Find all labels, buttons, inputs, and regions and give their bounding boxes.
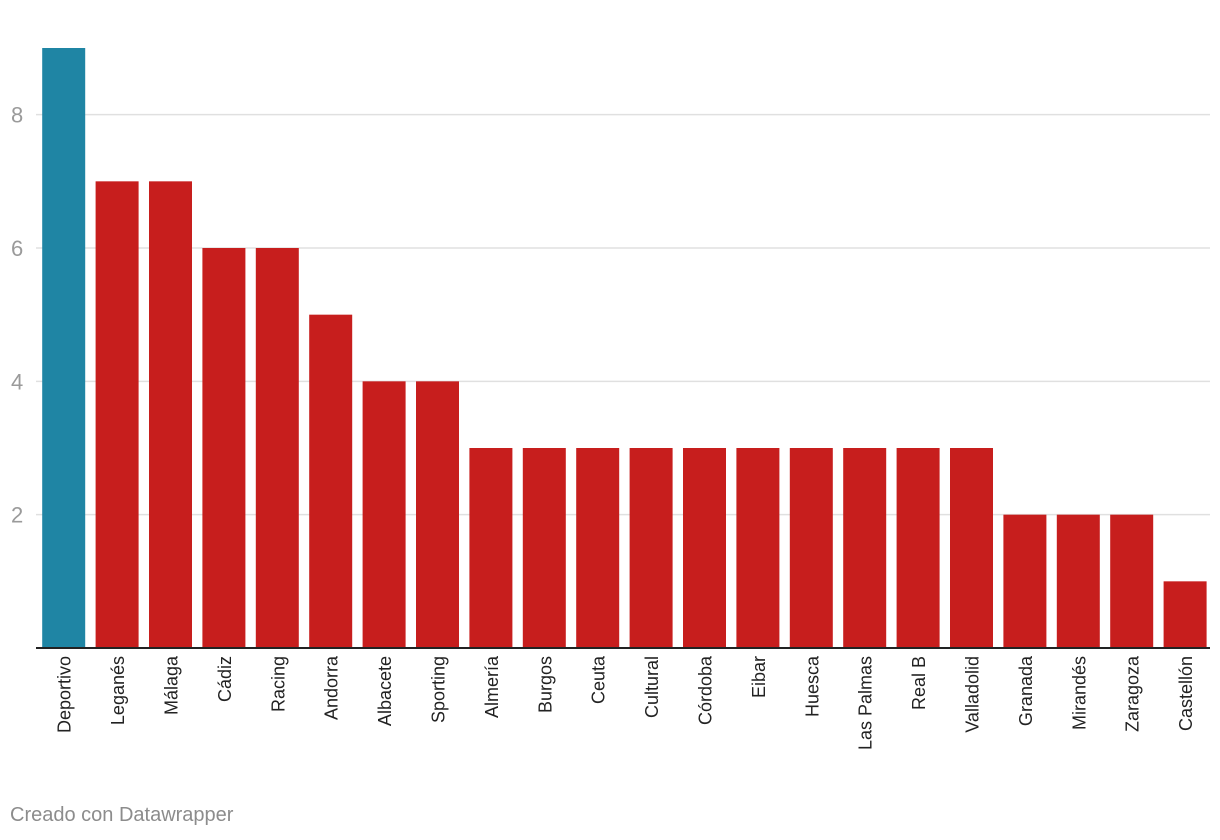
x-category-label: Deportivo — [55, 656, 75, 733]
bar-ceuta — [576, 448, 620, 648]
bar-cultural — [629, 448, 673, 648]
x-category-label: Sporting — [429, 656, 449, 723]
bar-castellón — [1163, 581, 1207, 648]
x-category-label: Albacete — [375, 656, 395, 726]
x-category-label: Almería — [482, 655, 502, 718]
x-axis-category-labels: Deportivo Leganés Málaga Cádiz Racing Andorra… — [55, 655, 1196, 750]
bar-córdoba — [683, 448, 726, 648]
x-category-label: Leganés — [108, 656, 128, 725]
x-category-label: Zaragoza — [1123, 655, 1143, 732]
x-category-label: Mirandés — [1069, 656, 1089, 730]
x-category-label: Córdoba — [696, 655, 716, 725]
bar-albacete — [362, 381, 406, 648]
x-category-label: Valladolid — [963, 656, 983, 733]
bar-sporting — [416, 381, 459, 648]
x-category-label: Granada — [1016, 655, 1036, 726]
bar-cádiz — [202, 248, 246, 648]
y-axis-tick-labels: 2 4 6 8 — [11, 103, 23, 528]
bar-eibar — [736, 448, 780, 648]
y-tick-label: 4 — [11, 369, 23, 394]
bar-málaga — [149, 181, 192, 649]
bar-deportivo — [42, 48, 86, 648]
bar-las-palmas — [843, 448, 887, 648]
bar-almería — [469, 448, 513, 648]
bar-granada — [1003, 514, 1047, 648]
x-category-label: Ceuta — [589, 655, 609, 704]
y-tick-label: 6 — [11, 236, 23, 261]
bar-huesca — [789, 448, 833, 648]
x-category-label: Burgos — [535, 656, 555, 713]
bar-real-b — [896, 448, 940, 648]
x-category-label: Castellón — [1176, 656, 1196, 731]
bar-andorra — [309, 314, 353, 648]
x-category-label: Cultural — [642, 656, 662, 718]
x-category-label: Racing — [268, 656, 288, 712]
datawrapper-credit: Creado con Datawrapper — [10, 804, 234, 826]
bar-valladolid — [950, 448, 993, 648]
x-category-label: Eibar — [749, 656, 769, 698]
x-category-label: Las Palmas — [856, 656, 876, 750]
x-category-label: Cádiz — [215, 656, 235, 702]
bars — [42, 48, 1207, 649]
bar-burgos — [522, 448, 566, 648]
x-category-label: Real B — [909, 656, 929, 710]
bar-chart: 2 4 6 8 Deportivo Leganés Málaga Cádiz Racing An… — [11, 48, 1210, 750]
bar-zaragoza — [1110, 514, 1154, 648]
bar-mirandés — [1056, 514, 1100, 648]
bar-leganés — [95, 181, 139, 649]
x-category-label: Huesca — [802, 655, 822, 717]
x-category-label: Málaga — [162, 655, 182, 715]
y-tick-label: 2 — [11, 503, 23, 528]
bar-racing — [255, 248, 299, 648]
y-tick-label: 8 — [11, 103, 23, 128]
x-category-label: Andorra — [322, 655, 342, 720]
